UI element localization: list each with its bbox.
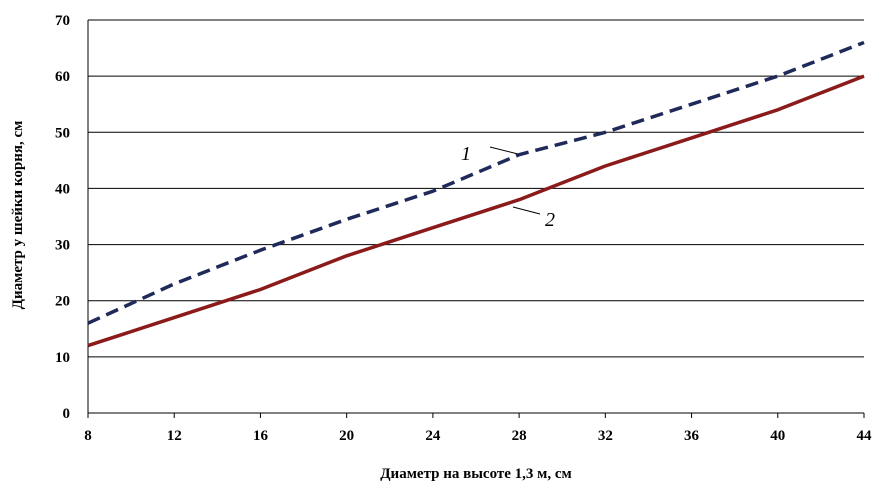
annotations: 12 — [461, 143, 555, 231]
curve-label-2: 2 — [545, 209, 555, 231]
label-leader-1 — [489, 146, 519, 155]
y-tick-label: 50 — [55, 125, 70, 141]
y-axis-title: Диаметр у шейки корня, см — [10, 121, 26, 310]
y-tick-label: 20 — [55, 294, 70, 310]
y-tick-label: 40 — [55, 181, 70, 197]
x-tick-label: 20 — [339, 428, 354, 444]
x-tick-label: 44 — [857, 428, 873, 444]
label-leader-2 — [512, 206, 541, 215]
series-line-2 — [87, 74, 865, 348]
x-tick-label: 28 — [512, 428, 527, 444]
y-tick-label: 0 — [63, 406, 71, 422]
y-tick-label: 70 — [55, 13, 70, 29]
x-tick-label: 24 — [425, 428, 441, 444]
series-layer — [87, 40, 865, 348]
curve-label-1: 1 — [461, 143, 471, 165]
grid — [88, 19, 864, 358]
y-tick-label: 60 — [55, 69, 70, 85]
x-tick-label: 40 — [770, 428, 785, 444]
x-tick-label: 32 — [598, 428, 613, 444]
series-line-1 — [87, 40, 865, 325]
x-tick-label: 8 — [84, 428, 92, 444]
y-tick-label: 10 — [55, 350, 70, 366]
x-tick-label: 36 — [684, 428, 700, 444]
x-tick-label: 12 — [167, 428, 182, 444]
x-axis-title: Диаметр на высоте 1,3 м, см — [380, 466, 572, 482]
x-tick-label: 16 — [253, 428, 269, 444]
y-tick-label: 30 — [55, 238, 70, 254]
